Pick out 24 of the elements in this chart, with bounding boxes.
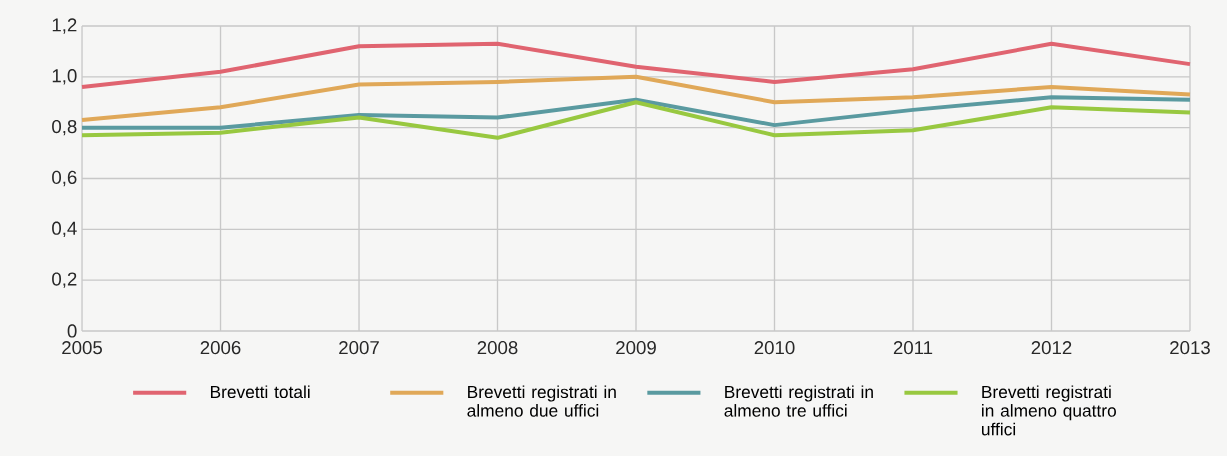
legend-label: Brevetti totali	[210, 385, 310, 399]
line-series	[80, 41, 1192, 89]
y-tick-label: 0,6	[52, 170, 77, 187]
x-tick-label: 2005	[62, 341, 102, 355]
x-tick-label: 2007	[339, 341, 379, 355]
line-series	[80, 100, 1192, 140]
x-tick-label: 2010	[754, 341, 795, 355]
legend-label: Brevetti registrati in almeno quattro uffici	[982, 385, 1116, 436]
x-tick-label: 2013	[1170, 341, 1210, 355]
x-tick-label: 2008	[477, 341, 518, 355]
line-series	[80, 74, 1192, 123]
x-tick-label: 2012	[1031, 341, 1072, 355]
legend-label: Brevetti registrati in almeno due uffici	[467, 385, 616, 417]
x-tick-label: 2009	[616, 341, 656, 355]
y-tick-label: 1,0	[52, 69, 77, 85]
y-tick-label: 0,4	[52, 221, 77, 238]
y-tick-label: 0,2	[52, 272, 77, 288]
x-tick-label: 2011	[893, 341, 933, 355]
x-tick-label: 2006	[200, 341, 241, 355]
y-tick-label: 0,8	[52, 119, 77, 136]
legend-label: Brevetti registrati in almeno tre uffici	[724, 385, 873, 417]
y-tick-label: 0	[67, 324, 77, 338]
y-tick-label: 1,2	[52, 18, 77, 34]
line-series	[80, 95, 1192, 130]
